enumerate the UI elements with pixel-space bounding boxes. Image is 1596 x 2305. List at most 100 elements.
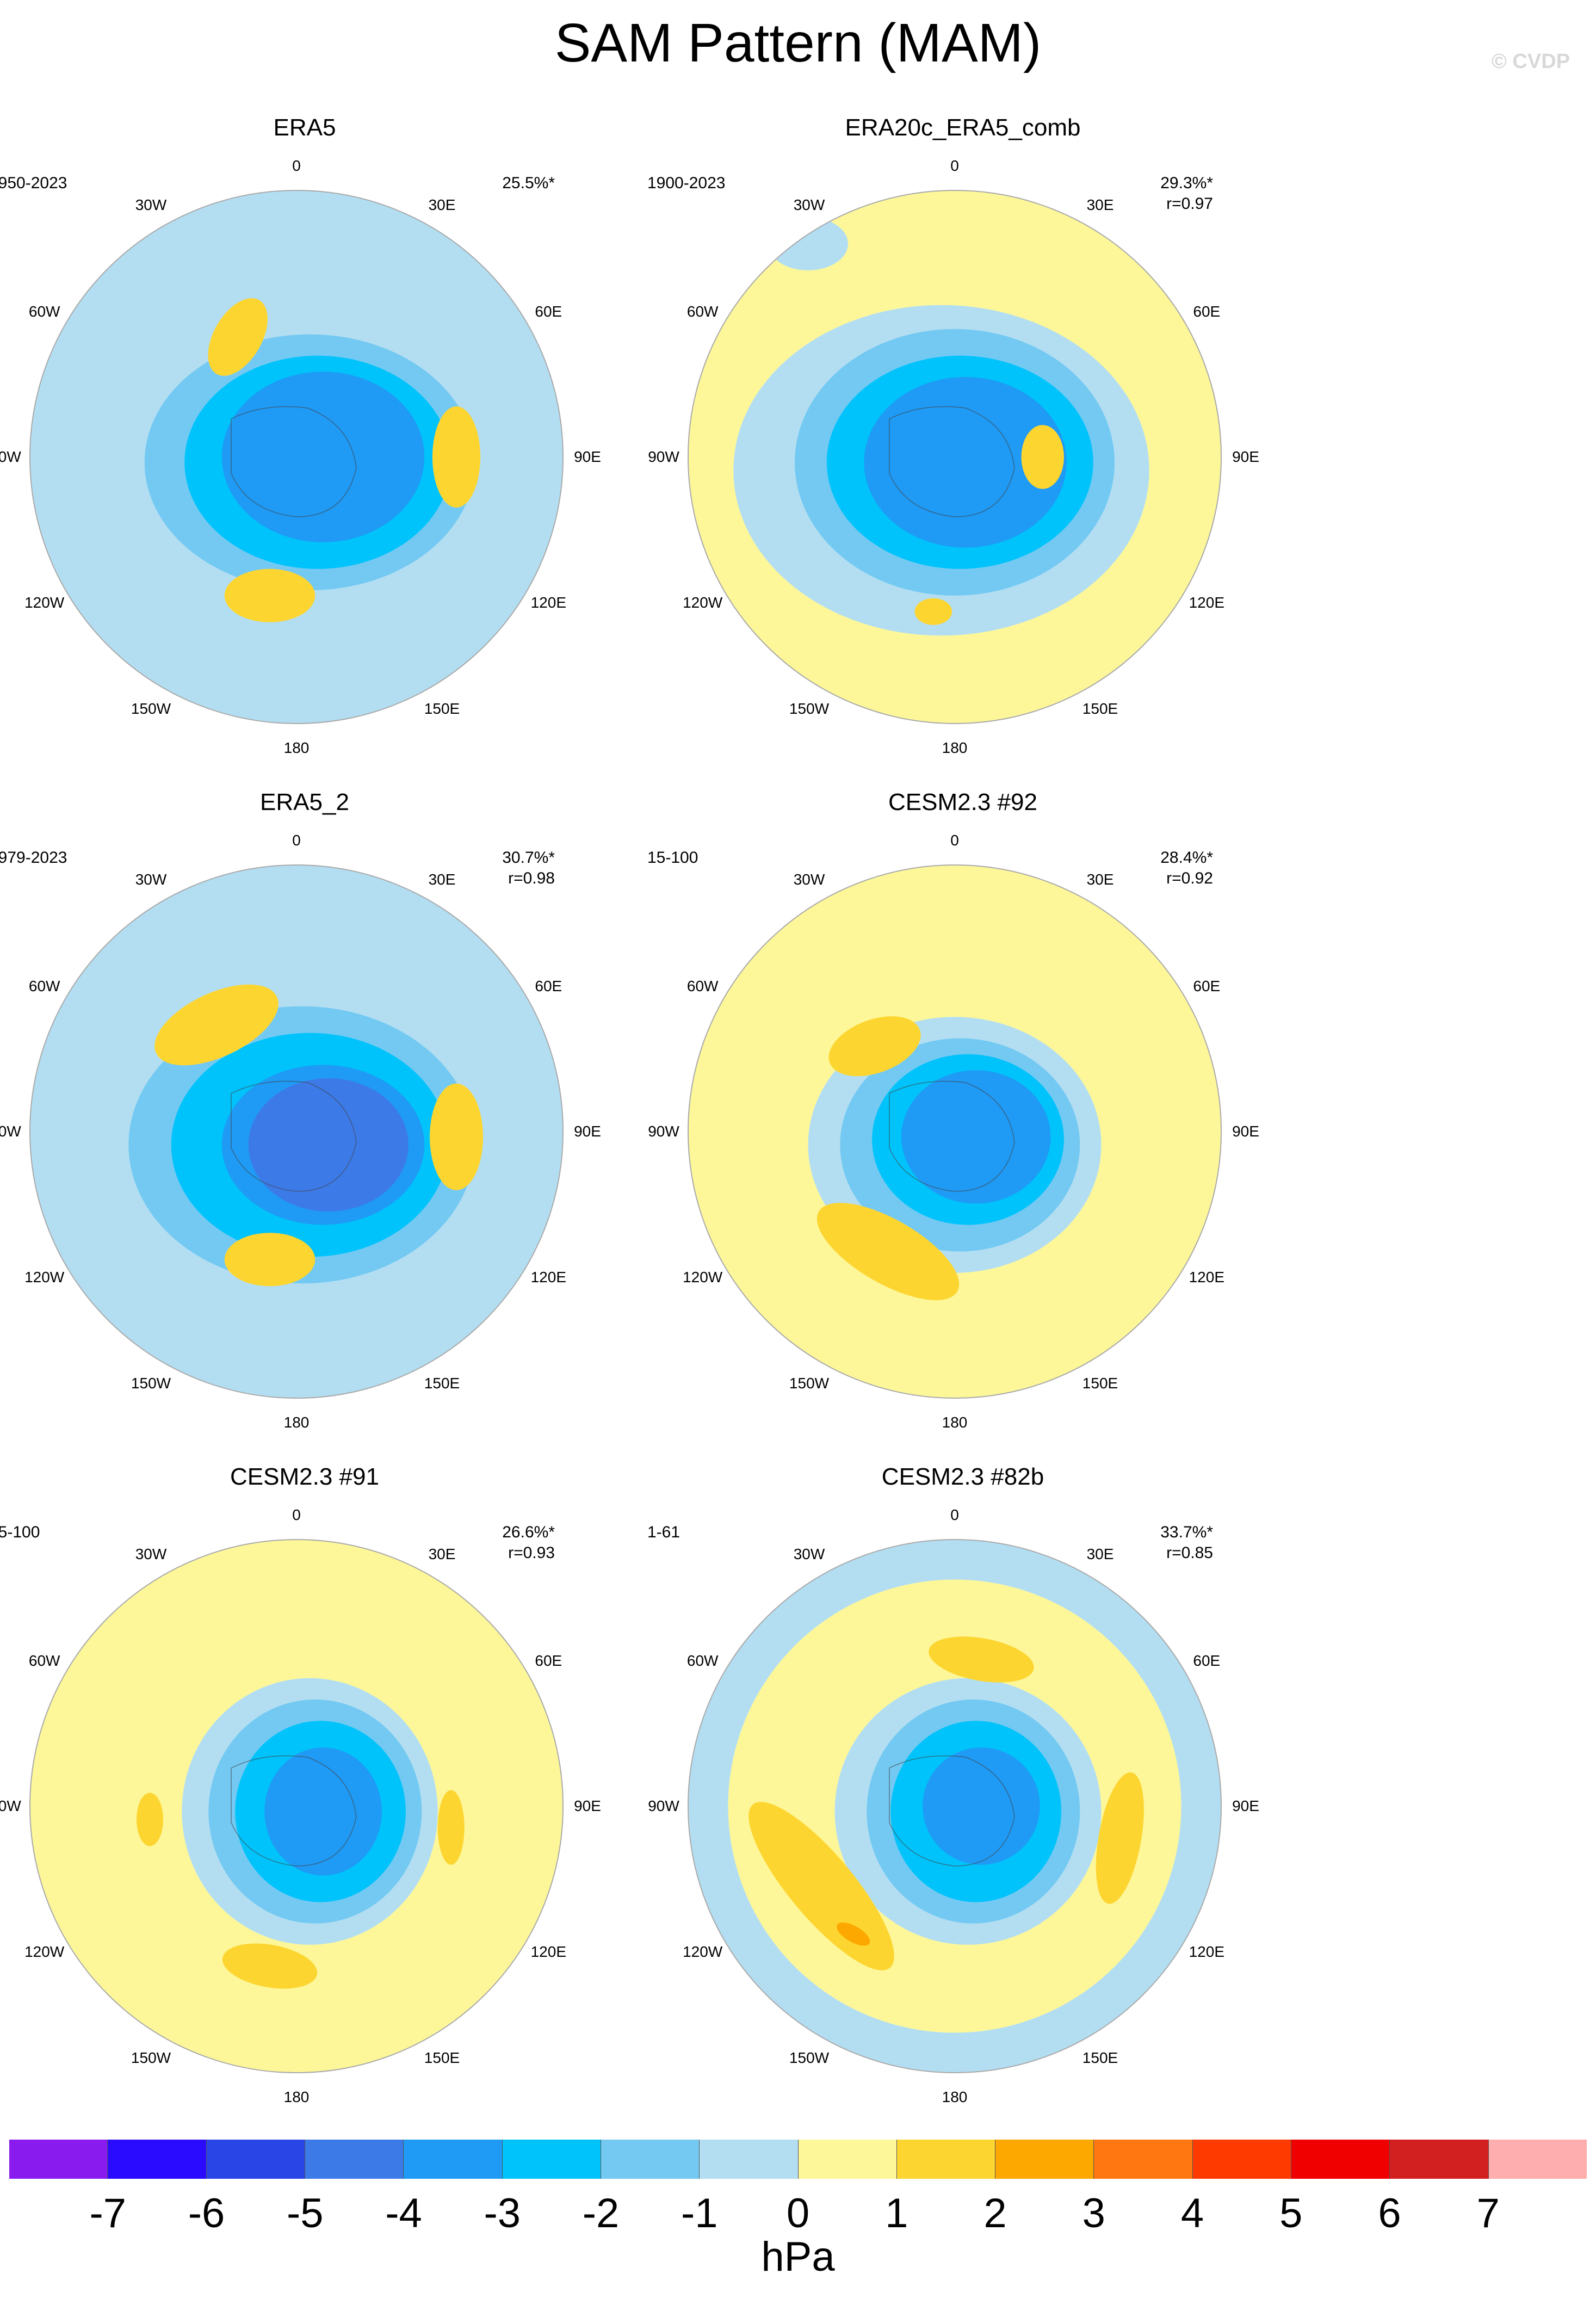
colorbar-tick-label: 5 [1279, 2190, 1303, 2236]
longitude-label: 180 [283, 739, 310, 756]
contour-pos-a [929, 1636, 1034, 1683]
longitude-label: 150E [1082, 700, 1118, 718]
colorbar-swatch [700, 2140, 799, 2179]
longitude-label: 150E [1082, 2049, 1118, 2067]
colorbar-swatch [896, 2140, 996, 2179]
longitude-label: 90W [0, 1123, 21, 1140]
contour-pos-d [837, 1922, 870, 1946]
correlation-label: r=0.93 [508, 1544, 555, 1562]
contour-pos-c [224, 568, 316, 622]
panel-title: CESM2.3 #92 [888, 789, 1037, 815]
longitude-label: 90E [574, 1123, 601, 1140]
contour-pos-a [208, 298, 268, 376]
contour-neg-ring [768, 217, 848, 270]
colorbar-swatch [1094, 2140, 1193, 2179]
contour-pos-c [224, 1233, 316, 1287]
colorbar-swatch [798, 2140, 897, 2179]
colorbar-tick-label: 3 [1082, 2190, 1105, 2236]
period-label: 1-61 [647, 1523, 681, 1541]
longitude-label: 30W [793, 1545, 825, 1562]
contour-pos-c [222, 1943, 318, 1989]
longitude-label: 60W [28, 1652, 60, 1669]
variance-label: 26.6%* [502, 1523, 555, 1541]
map-border [688, 1539, 1222, 2073]
correlation-label: r=0.85 [1166, 1544, 1213, 1562]
map-panel: ERA20c_ERA5_comb 0 30E 60E 90E 120E 150E 180 150… [642, 114, 1316, 783]
antarctica-coastline [231, 1755, 357, 1867]
variance-label: 29.3%* [1160, 174, 1213, 192]
panel-title: CESM2.3 #82b [881, 1463, 1044, 1490]
panel-title: ERA20c_ERA5_comb [845, 114, 1081, 141]
longitude-label: 120W [24, 594, 65, 611]
correlation-label: r=0.97 [1166, 195, 1213, 213]
longitude-label: 0 [950, 1506, 959, 1523]
colorbar-swatch [108, 2140, 207, 2179]
longitude-label: 90E [574, 1797, 601, 1814]
contour-neg-ring-a [57, 265, 121, 319]
longitude-label: 150W [131, 700, 171, 718]
longitude-label: 90E [1232, 1797, 1259, 1814]
longitude-label: 90W [648, 1123, 679, 1140]
contour-pos-a [137, 1793, 163, 1846]
contour-neg3 [901, 1070, 1051, 1204]
colorbar-swatch [9, 2140, 108, 2179]
longitude-label: 90W [0, 1797, 21, 1814]
contour-pos-c [914, 598, 952, 625]
figure-title: SAM Pattern (MAM) [554, 13, 1042, 73]
colorbar-swatch [305, 2140, 404, 2179]
longitude-label: 30W [135, 196, 167, 213]
longitude-label: 90E [1232, 1123, 1259, 1140]
longitude-label: 60E [535, 977, 562, 994]
map-border [29, 864, 564, 1399]
longitude-label: 120W [683, 1268, 723, 1286]
longitude-label: 150W [131, 2049, 171, 2067]
colorbar-tick-label: -7 [89, 2190, 127, 2236]
period-label: 15-100 [0, 1523, 40, 1541]
map-panel: ERA5_2 0 30E 60E 90E 120E 150E 180 150W 120W 90W 60… [0, 789, 658, 1458]
longitude-label: 120E [530, 1268, 567, 1286]
longitude-label: 120E [530, 1943, 567, 1960]
longitude-label: 60W [28, 977, 60, 994]
longitude-label: 120E [1189, 1943, 1225, 1960]
polar-map [29, 864, 564, 1399]
contour-neg3 [864, 377, 1067, 548]
period-label: 1950-2023 [0, 174, 67, 192]
contour-pos-b [1021, 425, 1064, 489]
watermark: © CVDP [1491, 50, 1570, 73]
longitude-label: 150E [424, 2049, 460, 2067]
period-label: 1979-2023 [0, 849, 67, 867]
contour-pos-a [154, 984, 279, 1066]
longitude-label: 120W [683, 1943, 723, 1960]
antarctica-coastline [889, 1080, 1015, 1192]
polar-map [29, 1539, 564, 2073]
longitude-label: 60W [686, 302, 719, 320]
antarctica-coastline [231, 406, 357, 517]
map-border [29, 190, 564, 724]
longitude-label: 150E [424, 1375, 460, 1392]
longitude-label: 30E [428, 870, 456, 888]
map-panel: CESM2.3 #91 0 30E 60E 90E 120E 150E 180 150W 120W… [0, 1463, 658, 2133]
longitude-label: 180 [283, 2088, 310, 2105]
polar-map [688, 190, 1222, 724]
contour-pos-b [1096, 1772, 1144, 1904]
longitude-label: 60W [686, 1652, 719, 1669]
map-border [688, 190, 1222, 724]
longitude-label: 120E [1189, 594, 1225, 611]
contour-pos-b [432, 406, 481, 508]
map-border [29, 1539, 564, 2073]
colorbar-swatch [1488, 2140, 1587, 2179]
contour-neg4 [248, 393, 409, 532]
longitude-label: 120E [530, 594, 567, 611]
longitude-label: 120W [683, 594, 723, 611]
longitude-label: 30E [1086, 196, 1114, 213]
colorbar-tick-label: 1 [885, 2190, 908, 2236]
variance-label: 25.5%* [502, 174, 555, 192]
longitude-label: 180 [283, 1414, 310, 1431]
correlation-label: r=0.98 [508, 869, 555, 887]
colorbar-swatch [502, 2140, 601, 2179]
longitude-label: 0 [292, 1506, 301, 1523]
colorbar-tick-label: -4 [385, 2190, 422, 2236]
colorbar-swatch [601, 2140, 700, 2179]
longitude-label: 90E [574, 448, 601, 465]
period-label: 1900-2023 [647, 174, 726, 192]
